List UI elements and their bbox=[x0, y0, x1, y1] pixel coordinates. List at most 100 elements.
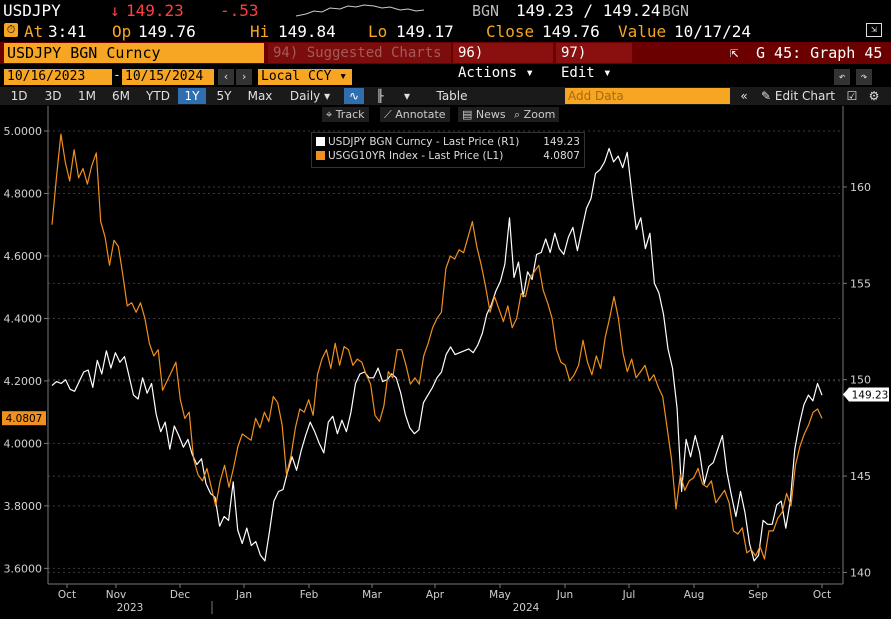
popout-icon[interactable]: ⇲ bbox=[866, 23, 882, 37]
month-label-7: May bbox=[489, 589, 511, 601]
edit-menu[interactable]: 97) Edit ▾ bbox=[556, 43, 632, 81]
right-marker-box bbox=[843, 387, 889, 402]
left-tick-label-6: 3.8000 bbox=[4, 500, 43, 513]
edit-chart-label: Edit Chart bbox=[774, 89, 835, 103]
bar-chart-icon[interactable]: ╟ bbox=[376, 89, 384, 103]
news-label: News bbox=[475, 108, 506, 121]
edit-chart-button[interactable]: ✎ Edit Chart bbox=[761, 89, 835, 103]
edit-label: 97) Edit bbox=[561, 45, 595, 81]
period-1m[interactable]: 1M bbox=[78, 89, 96, 103]
legend-label-usgg10yr: USGG10YR Index - Last Price (L1) bbox=[328, 150, 504, 162]
add-data-input[interactable]: Add Data bbox=[565, 88, 730, 104]
series-line-0 bbox=[51, 147, 823, 562]
start-date-input[interactable]: 10/16/2023 bbox=[4, 69, 112, 85]
last-price: 149.23 bbox=[126, 1, 184, 20]
security-bar: USDJPY BGN Curncy 94) Suggested Charts ▾… bbox=[0, 42, 891, 81]
low-value: 149.17 bbox=[396, 22, 454, 41]
period-ytd[interactable]: YTD bbox=[146, 89, 170, 103]
suggested-charts-menu[interactable]: 94) Suggested Charts ▾ bbox=[268, 43, 451, 81]
settings-check-icon[interactable]: ☑ bbox=[846, 89, 858, 103]
month-label-9: Jul bbox=[622, 589, 636, 601]
at-time: 3:41 bbox=[48, 22, 87, 41]
high-label: Hi bbox=[250, 22, 270, 41]
month-label-5: Mar bbox=[362, 589, 382, 601]
security-input[interactable]: USDJPY BGN Curncy bbox=[4, 43, 264, 63]
value-date: 10/17/24 bbox=[674, 22, 752, 41]
price-chart[interactable]: 5.0000 4.8000 4.6000 4.4000 4.2000 4.0000 3.80… bbox=[0, 106, 891, 619]
down-arrow-icon: ↓ bbox=[110, 1, 120, 20]
chart-legend: USDJPY BGN Curncy - Last Price (R1) 149.… bbox=[311, 132, 585, 168]
close-label: Close bbox=[486, 22, 535, 41]
right-tick-label-1: 155 bbox=[850, 277, 871, 290]
legend-label-usdjpy: USDJPY BGN Curncy - Last Price (R1) bbox=[328, 136, 520, 148]
chart-axes: 5.0000 4.8000 4.6000 4.4000 4.2000 4.0000 3.80… bbox=[2, 106, 889, 614]
frequency-select[interactable]: Daily ▾ bbox=[289, 89, 331, 103]
legend-swatch-usgg10yr bbox=[316, 151, 325, 160]
period-6m[interactable]: 6M bbox=[112, 89, 130, 103]
open-value: 149.76 bbox=[138, 22, 196, 41]
gear-icon[interactable]: ⚙ bbox=[868, 89, 880, 103]
ticker-symbol: USDJPY bbox=[3, 1, 61, 20]
news-tool[interactable]: ▤ News bbox=[458, 107, 510, 122]
period-1d[interactable]: 1D bbox=[10, 89, 28, 103]
frequency-label: Daily bbox=[289, 89, 321, 103]
zoom-tool[interactable]: ⌕ Zoom bbox=[510, 107, 560, 122]
redo-icon[interactable]: ↷ bbox=[856, 69, 872, 85]
month-label-8: Jun bbox=[556, 589, 573, 601]
plot-area bbox=[48, 106, 843, 584]
undo-icon[interactable]: ↶ bbox=[834, 69, 850, 85]
period-1y[interactable]: 1Y bbox=[178, 88, 206, 104]
legend-value-usdjpy: 149.23 bbox=[543, 136, 580, 148]
left-tick-label-5: 4.0000 bbox=[4, 437, 43, 450]
right-marker-label: 149.23 bbox=[852, 390, 889, 402]
end-date-input[interactable]: 10/15/2024 bbox=[122, 69, 214, 85]
right-tick-label-2: 150 bbox=[850, 374, 871, 387]
ticker-row: USDJPY ↓ 149.23 -.53 BGN 149.23 / 149.24… bbox=[0, 0, 891, 20]
track-label: Track bbox=[335, 108, 365, 121]
table-button[interactable]: Table bbox=[436, 89, 468, 103]
close-value: 149.76 bbox=[542, 22, 600, 41]
left-tick-label-3: 4.4000 bbox=[4, 312, 43, 325]
left-tick-label-4: 4.2000 bbox=[4, 375, 43, 388]
period-5y[interactable]: 5Y bbox=[216, 89, 232, 103]
legend-item-usdjpy[interactable]: USDJPY BGN Curncy - Last Price (R1) bbox=[316, 136, 519, 148]
left-marker-box bbox=[2, 411, 46, 426]
track-tool[interactable]: ⌖ Track bbox=[322, 107, 369, 122]
graph-title: G 45: Graph 45 bbox=[756, 44, 883, 62]
left-tick-label-1: 4.8000 bbox=[4, 187, 43, 200]
quote-row: ⏱ At 3:41 Op 149.76 Hi 149.84 Lo 149.17 … bbox=[0, 20, 891, 42]
legend-value-usgg10yr: 4.0807 bbox=[543, 150, 580, 162]
annotate-tool[interactable]: ⟋ Annotate bbox=[380, 107, 450, 122]
period-max[interactable]: Max bbox=[247, 89, 273, 103]
month-label-3: Jan bbox=[235, 589, 252, 601]
year-label-1: 2024 bbox=[513, 602, 540, 614]
collapse-icon[interactable]: « bbox=[740, 89, 748, 103]
right-tick-label-0: 160 bbox=[850, 181, 871, 194]
date-row: 10/16/2023 - 10/15/2024 ‹ › Local CCY ▾ … bbox=[0, 68, 891, 86]
left-tick-label-0: 5.0000 bbox=[4, 125, 43, 138]
month-label-6: Apr bbox=[426, 589, 445, 601]
bid-ask: 149.23 / 149.24 bbox=[516, 1, 661, 20]
currency-select[interactable]: Local CCY ▾ bbox=[258, 69, 352, 85]
date-separator: - bbox=[113, 68, 121, 83]
clock-icon: ⏱ bbox=[4, 23, 18, 37]
price-change: -.53 bbox=[220, 1, 259, 20]
export-icon[interactable]: ⇱ bbox=[730, 45, 739, 61]
month-label-11: Sep bbox=[748, 589, 768, 601]
next-period-button[interactable]: › bbox=[236, 69, 252, 85]
price-source: BGN bbox=[472, 2, 500, 20]
period-row: 1D 3D 1M 6M YTD 1Y 5Y Max Daily ▾ ∿ ╟ ▾ … bbox=[0, 87, 891, 105]
actions-label: 96) Actions bbox=[458, 45, 518, 81]
line-chart-icon[interactable]: ∿ bbox=[344, 88, 364, 104]
month-label-4: Feb bbox=[300, 589, 319, 601]
chart-type-dropdown-icon[interactable]: ▾ bbox=[403, 89, 411, 103]
legend-item-usgg10yr[interactable]: USGG10YR Index - Last Price (L1) bbox=[316, 150, 503, 162]
legend-swatch-usdjpy bbox=[316, 137, 325, 146]
currency-label: Local CCY bbox=[261, 69, 332, 84]
actions-menu[interactable]: 96) Actions ▾ bbox=[453, 43, 553, 81]
prev-period-button[interactable]: ‹ bbox=[218, 69, 234, 85]
period-3d[interactable]: 3D bbox=[44, 89, 62, 103]
annotate-label: Annotate bbox=[395, 108, 446, 121]
chart-lines bbox=[51, 133, 823, 562]
right-tick-label-4: 140 bbox=[850, 566, 871, 579]
